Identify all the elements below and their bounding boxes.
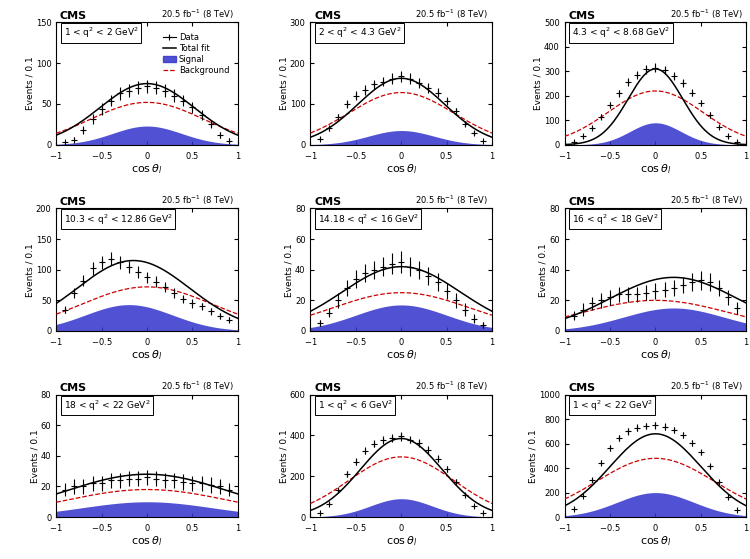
Text: 20.5 fb$^{-1}$ (8 TeV): 20.5 fb$^{-1}$ (8 TeV) <box>670 194 742 207</box>
X-axis label: $\cos\theta_l$: $\cos\theta_l$ <box>131 348 163 362</box>
Text: 20.5 fb$^{-1}$ (8 TeV): 20.5 fb$^{-1}$ (8 TeV) <box>161 8 234 21</box>
Text: 1 < q$^2$ < 6 GeV$^2$: 1 < q$^2$ < 6 GeV$^2$ <box>318 399 393 413</box>
Text: 20.5 fb$^{-1}$ (8 TeV): 20.5 fb$^{-1}$ (8 TeV) <box>416 8 488 21</box>
Text: 10.3 < q$^2$ < 12.86 GeV$^2$: 10.3 < q$^2$ < 12.86 GeV$^2$ <box>64 212 173 226</box>
Text: 18 < q$^2$ < 22 GeV$^2$: 18 < q$^2$ < 22 GeV$^2$ <box>64 399 150 413</box>
X-axis label: $\cos\theta_l$: $\cos\theta_l$ <box>131 162 163 176</box>
Text: 14.18 < q$^2$ < 16 GeV$^2$: 14.18 < q$^2$ < 16 GeV$^2$ <box>318 212 419 226</box>
Text: 20.5 fb$^{-1}$ (8 TeV): 20.5 fb$^{-1}$ (8 TeV) <box>416 194 488 207</box>
Text: 1 < q$^2$ < 2 GeV$^2$: 1 < q$^2$ < 2 GeV$^2$ <box>64 26 139 40</box>
Text: CMS: CMS <box>314 11 341 21</box>
Text: CMS: CMS <box>314 383 341 394</box>
Text: CMS: CMS <box>568 383 596 394</box>
Y-axis label: Events / 0.1: Events / 0.1 <box>26 56 34 111</box>
Y-axis label: Events / 0.1: Events / 0.1 <box>279 56 288 111</box>
Text: CMS: CMS <box>60 197 87 207</box>
Text: CMS: CMS <box>60 383 87 394</box>
X-axis label: $\cos\theta_l$: $\cos\theta_l$ <box>640 534 671 548</box>
X-axis label: $\cos\theta_l$: $\cos\theta_l$ <box>386 162 417 176</box>
Text: CMS: CMS <box>60 11 87 21</box>
Text: 2 < q$^2$ < 4.3 GeV$^2$: 2 < q$^2$ < 4.3 GeV$^2$ <box>318 26 401 40</box>
Y-axis label: Events / 0.1: Events / 0.1 <box>529 429 538 483</box>
Text: CMS: CMS <box>568 197 596 207</box>
X-axis label: $\cos\theta_l$: $\cos\theta_l$ <box>640 162 671 176</box>
Text: 20.5 fb$^{-1}$ (8 TeV): 20.5 fb$^{-1}$ (8 TeV) <box>161 194 234 207</box>
X-axis label: $\cos\theta_l$: $\cos\theta_l$ <box>640 348 671 362</box>
Text: CMS: CMS <box>314 197 341 207</box>
Text: 20.5 fb$^{-1}$ (8 TeV): 20.5 fb$^{-1}$ (8 TeV) <box>416 380 488 394</box>
Text: 4.3 < q$^2$ < 8.68 GeV$^2$: 4.3 < q$^2$ < 8.68 GeV$^2$ <box>572 26 670 40</box>
Text: 16 < q$^2$ < 18 GeV$^2$: 16 < q$^2$ < 18 GeV$^2$ <box>572 212 658 226</box>
Legend: Data, Total fit, Signal, Background: Data, Total fit, Signal, Background <box>160 30 232 78</box>
Y-axis label: Events / 0.1: Events / 0.1 <box>284 243 293 297</box>
Text: 20.5 fb$^{-1}$ (8 TeV): 20.5 fb$^{-1}$ (8 TeV) <box>161 380 234 394</box>
Y-axis label: Events / 0.1: Events / 0.1 <box>538 243 548 297</box>
Text: 1 < q$^2$ < 22 GeV$^2$: 1 < q$^2$ < 22 GeV$^2$ <box>572 399 652 413</box>
Text: 20.5 fb$^{-1}$ (8 TeV): 20.5 fb$^{-1}$ (8 TeV) <box>670 8 742 21</box>
X-axis label: $\cos\theta_l$: $\cos\theta_l$ <box>386 348 417 362</box>
Y-axis label: Events / 0.1: Events / 0.1 <box>26 243 34 297</box>
Text: 20.5 fb$^{-1}$ (8 TeV): 20.5 fb$^{-1}$ (8 TeV) <box>670 380 742 394</box>
X-axis label: $\cos\theta_l$: $\cos\theta_l$ <box>386 534 417 548</box>
Text: CMS: CMS <box>568 11 596 21</box>
X-axis label: $\cos\theta_l$: $\cos\theta_l$ <box>131 534 163 548</box>
Y-axis label: Events / 0.1: Events / 0.1 <box>30 429 39 483</box>
Y-axis label: Events / 0.1: Events / 0.1 <box>279 429 288 483</box>
Y-axis label: Events / 0.1: Events / 0.1 <box>533 56 542 111</box>
